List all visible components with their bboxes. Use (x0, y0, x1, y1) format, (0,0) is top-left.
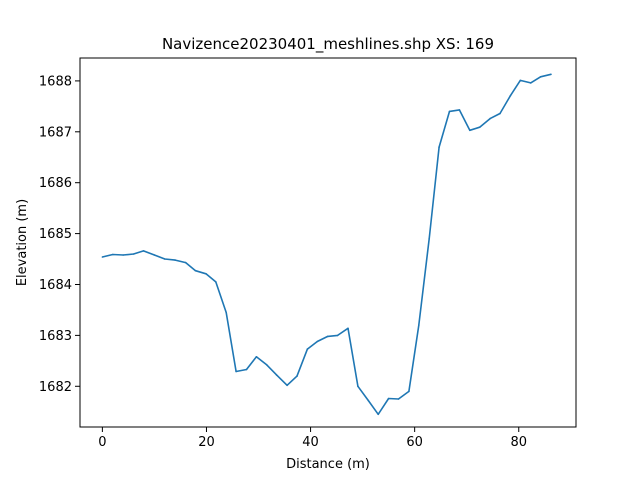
x-tick-label: 0 (98, 435, 106, 450)
data-point (418, 324, 420, 327)
data-point (478, 126, 481, 128)
data-point (387, 397, 390, 400)
data-point (367, 399, 370, 402)
data-point (306, 348, 309, 350)
data-point (357, 385, 359, 388)
x-tick-label: 60 (406, 435, 423, 450)
data-point (448, 110, 451, 113)
plot-frame (79, 57, 577, 428)
data-point (428, 237, 431, 240)
data-point (397, 398, 400, 400)
x-axis-label: Distance (m) (286, 457, 370, 472)
data-point (153, 254, 156, 256)
data-point (112, 253, 114, 256)
data-point (174, 259, 176, 261)
y-tick-label: 1686 (39, 176, 72, 191)
data-point (408, 390, 410, 393)
data-point (509, 94, 512, 97)
data-point (275, 374, 278, 376)
data-point (215, 281, 217, 283)
x-tick-label: 80 (510, 435, 527, 450)
data-point (377, 413, 380, 416)
y-axis-label: Elevation (m) (15, 199, 30, 286)
data-point (101, 256, 104, 258)
data-point (458, 109, 461, 111)
data-point (205, 273, 207, 275)
y-tick-label: 1684 (39, 278, 72, 293)
data-point (122, 254, 124, 256)
data-point (326, 335, 329, 338)
data-point (255, 356, 258, 358)
data-point (336, 334, 339, 337)
data-point (164, 258, 166, 260)
data-point (347, 327, 349, 330)
data-point (499, 112, 501, 115)
data-point (142, 250, 145, 252)
x-axis-ticks: 0 20 40 60 80 (98, 427, 527, 450)
data-point (266, 364, 268, 366)
data-point (529, 82, 532, 84)
data-point (489, 117, 491, 120)
y-axis-ticks: 1682 1683 1684 1685 1686 1687 1688 (39, 74, 80, 395)
data-point (184, 261, 187, 264)
data-point (235, 370, 237, 373)
data-point (316, 340, 319, 343)
y-tick-label: 1682 (39, 380, 72, 395)
data-point (225, 311, 227, 314)
data-point (296, 375, 298, 377)
data-point (550, 73, 552, 76)
y-tick-label: 1685 (39, 227, 72, 242)
y-tick-label: 1687 (39, 125, 72, 140)
data-point (286, 384, 288, 387)
data-point (438, 146, 440, 148)
y-tick-label: 1688 (39, 74, 72, 89)
data-point (194, 269, 197, 272)
x-tick-label: 40 (302, 435, 319, 450)
x-tick-label: 20 (198, 435, 215, 450)
chart-title: Navizence20230401_meshlines.shp XS: 169 (162, 35, 494, 54)
plot-area (80, 58, 576, 427)
series-points (101, 73, 552, 416)
data-point (245, 368, 248, 371)
data-point (519, 79, 522, 82)
data-point (132, 253, 135, 255)
y-tick-label: 1683 (39, 329, 72, 344)
data-point (539, 76, 542, 78)
data-point (469, 129, 471, 132)
